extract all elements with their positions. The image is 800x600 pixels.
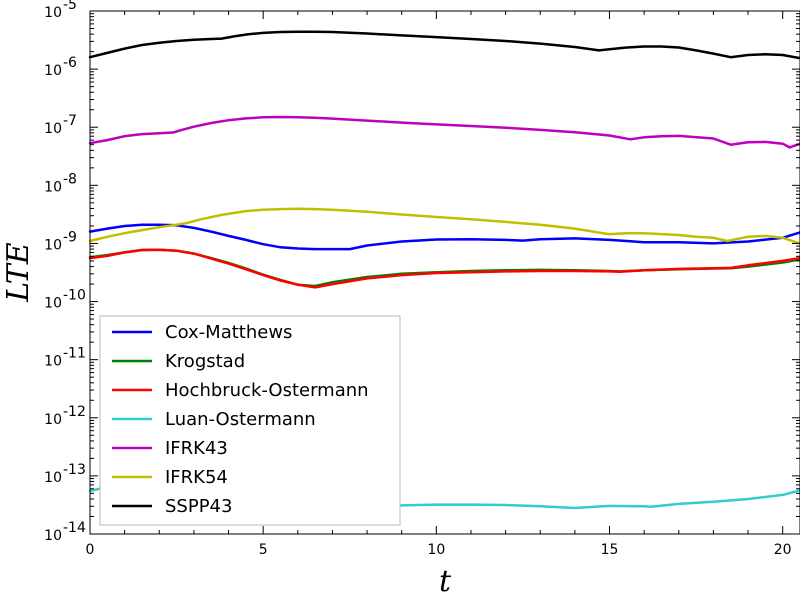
y-tick-exponent: -11: [63, 346, 86, 362]
y-tick-label: 10: [44, 470, 62, 486]
x-axis-title: t: [439, 564, 452, 599]
y-tick-exponent: -8: [63, 171, 77, 187]
y-axis-title: LTE: [1, 242, 36, 302]
legend-label-cox-matthews: Cox-Matthews: [165, 322, 292, 343]
series-line-sspp43: [88, 30, 800, 60]
y-tick-label: 10: [44, 528, 62, 544]
x-tick-label: 5: [259, 542, 268, 558]
y-tick-label: 10: [44, 5, 62, 21]
y-tick-label: 10: [44, 412, 62, 428]
series-line-hochbruck-ostermann: [88, 248, 800, 289]
y-tick-exponent: -7: [63, 113, 77, 129]
y-tick-exponent: -5: [63, 0, 77, 13]
legend-label-krogstad: Krogstad: [165, 351, 245, 372]
legend-label-ifrk54: IFRK54: [165, 467, 228, 488]
y-tick-label: 10: [44, 179, 62, 195]
y-tick-exponent: -14: [63, 520, 86, 536]
x-tick-label: 10: [427, 542, 445, 558]
y-tick-label: 10: [44, 63, 62, 79]
legend-label-ifrk43: IFRK43: [165, 438, 228, 459]
x-tick-label: 0: [86, 542, 95, 558]
y-tick-exponent: -13: [63, 462, 86, 478]
x-tick-label: 20: [774, 542, 792, 558]
y-tick-label: 10: [44, 237, 62, 253]
legend: Cox-Matthews Krogstad Hochbruck-Ostermann L…: [99, 315, 401, 526]
y-tick-label: 10: [44, 296, 62, 312]
y-tick-exponent: -12: [63, 404, 86, 420]
series-line-ifrk43: [88, 115, 800, 149]
plot-frame: [89, 10, 800, 535]
y-tick-label: 10: [44, 121, 62, 137]
y-tick-exponent: -6: [63, 55, 77, 71]
series-line-ifrk54: [88, 207, 800, 245]
y-tick-label: 10: [44, 354, 62, 370]
legend-label-hochbruck-ostermann: Hochbruck-Ostermann: [165, 380, 369, 401]
y-tick-exponent: -10: [63, 288, 86, 304]
y-tick-exponent: -9: [63, 229, 77, 245]
legend-label-luan-ostermann: Luan-Ostermann: [165, 409, 316, 430]
legend-label-sspp43: SSPP43: [165, 496, 232, 517]
legend-box: [99, 315, 401, 526]
x-tick-label: 15: [601, 542, 619, 558]
